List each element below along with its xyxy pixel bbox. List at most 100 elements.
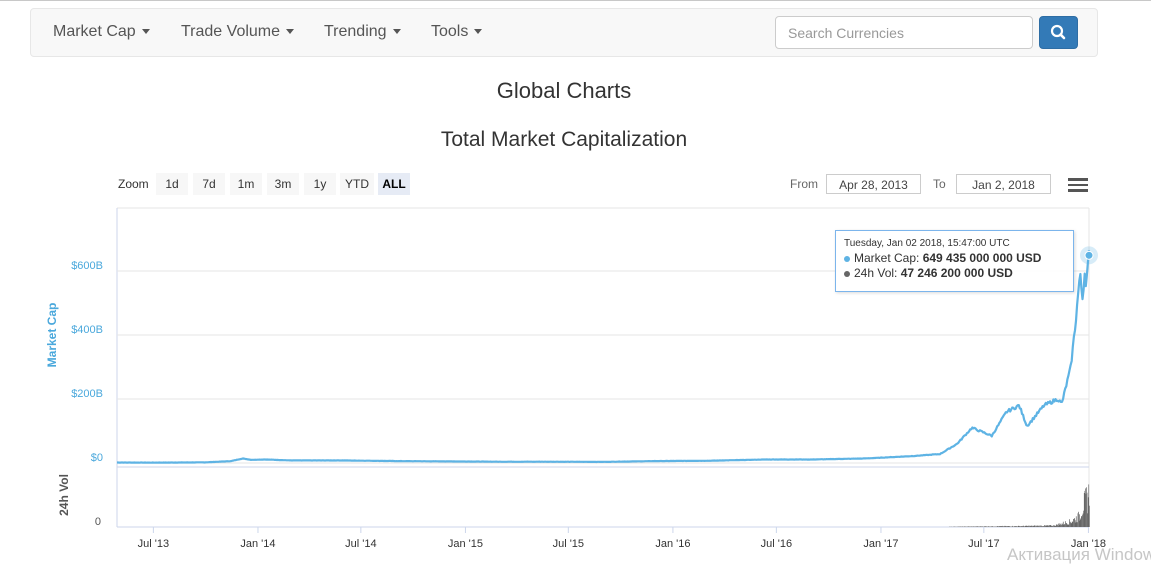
volume-bar [1035,525,1037,527]
to-date-input[interactable]: Jan 2, 2018 [956,174,1051,194]
volume-bar [1064,524,1065,527]
volume-bar [962,526,963,527]
tooltip-market-cap-row: Market Cap: 649 435 000 000 USD [844,251,1065,266]
volume-bar [1038,525,1040,527]
zoom-7d-button[interactable]: 7d [193,173,225,195]
volume-bar [1045,525,1046,527]
volume-bar [996,526,998,527]
volume-bar [1041,526,1043,527]
volume-bar [1070,522,1071,527]
chart-menu-button[interactable] [1068,178,1088,194]
volume-bar [1060,523,1061,527]
volume-bar [1042,526,1044,527]
volume-bar [1058,523,1059,527]
volume-bar [1002,525,1003,527]
volume-bar [1070,523,1072,527]
volume-bar [1069,521,1071,527]
search-button[interactable] [1039,16,1078,49]
volume-bar [1079,518,1081,527]
zoom-all-button[interactable]: ALL [378,173,410,195]
volume-bar [1012,525,1013,527]
volume-bar [973,526,974,527]
volume-bar [1008,526,1010,527]
volume-bar [1045,525,1047,527]
hover-marker [1084,250,1094,260]
volume-bar [1078,511,1079,527]
tooltip-market-cap-value: 649 435 000 000 USD [922,251,1042,265]
volume-bar [1040,525,1041,527]
volume-bar [1085,493,1087,527]
volume-bar [1076,522,1078,527]
nav-trending-dropdown[interactable]: Trending [324,23,401,41]
volume-bar [1052,526,1054,527]
volume-bar [970,526,971,527]
volume-bar [1044,525,1045,527]
volume-bar [1046,525,1048,527]
volume-bar [985,526,986,527]
search-input[interactable] [775,16,1033,49]
volume-bar [1056,524,1057,527]
search-icon [1050,24,1066,40]
volume-bar [1048,525,1050,527]
volume-bar [1044,525,1046,527]
nav-market-cap-label: Market Cap [53,23,136,40]
tooltip-date: Tuesday, Jan 02 2018, 15:47:00 UTC [844,238,1010,249]
chart-title: Total Market Capitalization [440,128,688,151]
volume-bar [1036,525,1038,527]
volume-bar [1015,526,1017,527]
caret-down-icon [392,29,401,35]
volume-bar [1077,522,1078,527]
nav-trade-volume-label: Trade Volume [181,23,281,40]
volume-bar [1031,525,1033,527]
volume-bar [1018,525,1020,527]
volume-bar [1055,526,1057,527]
volume-bar [1057,525,1059,527]
volume-bar [1048,525,1049,527]
volume-bar [1079,514,1080,527]
nav-trade-volume-dropdown[interactable]: Trade Volume [181,23,295,41]
x-tick-label: Jul '14 [345,538,376,550]
volume-bar [1082,513,1084,527]
volume-bar [1074,522,1076,527]
volume-bar [1068,524,1069,527]
volume-bar [1065,521,1066,527]
volume-bar [1014,526,1016,527]
volume-bar [1052,526,1053,527]
volume-bar [965,526,966,527]
zoom-1y-button[interactable]: 1y [304,173,336,195]
zoom-1m-button[interactable]: 1m [230,173,262,195]
zoom-3m-button[interactable]: 3m [267,173,299,195]
volume-bar [1005,525,1007,527]
volume-bar [1026,525,1028,527]
volume-bar [978,526,980,527]
x-tick-label: Jan '17 [863,538,898,550]
nav-market-cap-dropdown[interactable]: Market Cap [53,23,150,41]
top-border [0,0,1151,1]
volume-dot-icon [844,270,850,277]
volume-bar [1024,526,1026,527]
volume-bar [1086,487,1087,527]
y-axis-title: Market Cap [45,303,59,368]
hamburger-icon-line [1068,189,1088,192]
from-date-input[interactable]: Apr 28, 2013 [826,174,921,194]
volume-bar [977,526,978,527]
volume-bar [1073,518,1075,527]
volume-bar [1050,526,1052,527]
zoom-ytd-button[interactable]: YTD [340,173,374,195]
volume-bar [971,526,972,527]
volume-bar [969,526,970,527]
nav-tools-dropdown[interactable]: Tools [431,23,483,41]
volume-bar [1083,493,1085,527]
volume-bar [1031,525,1032,527]
volume-bar [1000,526,1001,527]
zoom-1d-button[interactable]: 1d [156,173,188,195]
y-tick-label: $400B [71,324,103,336]
volume-bar [1049,525,1050,527]
volume-bar [1029,525,1030,527]
x-tick-label: Jul '16 [761,538,792,550]
volume-bar [970,526,972,527]
volume-bar [1088,484,1090,527]
volume-bar [1071,521,1073,527]
volume-bar [1075,520,1077,527]
